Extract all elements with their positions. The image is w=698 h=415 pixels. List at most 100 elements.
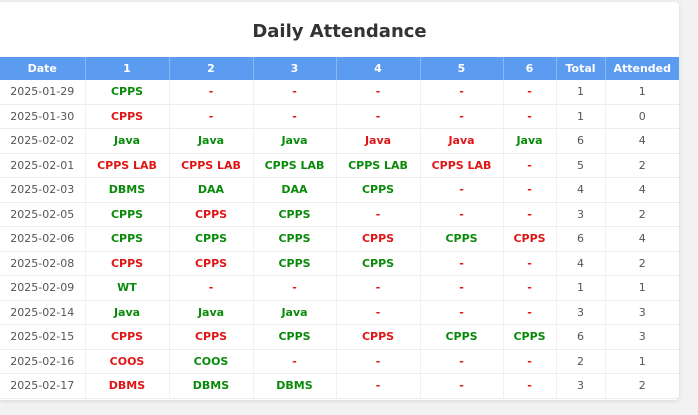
period-5-cell: - (420, 177, 504, 203)
period-5-cell: - (420, 104, 504, 129)
total-cell: 1 (556, 104, 606, 129)
total-cell: 3 (556, 373, 606, 399)
col-header-period-2: 2 (169, 57, 254, 80)
period-2-cell: CPPS (169, 324, 254, 350)
period-6-cell: - (503, 275, 557, 301)
period-1-cell: DBMS (85, 177, 170, 203)
total-cell: 4 (556, 177, 606, 203)
period-1-cell: CPPS (85, 80, 170, 105)
total-cell: 3 (556, 300, 606, 325)
attended-cell: 4 (605, 177, 679, 203)
table-header-row: Date 1 2 3 4 5 6 Total Attended (0, 57, 679, 80)
period-5-cell: - (420, 80, 504, 105)
table-row: 2025-01-29 CPPS - - - - -1 1 (0, 80, 679, 105)
date-cell: 2025-02-16 (0, 349, 86, 374)
period-6-cell: - (503, 202, 557, 227)
table-row: 2025-02-16 COOS COOS - - - -2 1 (0, 349, 679, 374)
period-6-cell: - (503, 300, 557, 325)
period-6-cell: - (503, 153, 557, 178)
period-1-cell: CPPS (85, 251, 170, 276)
period-3-cell: Java (253, 128, 337, 154)
date-cell: 2025-02-14 (0, 300, 86, 325)
period-3-cell: CPPS (253, 202, 337, 227)
attended-cell: 3 (605, 300, 679, 325)
period-2-cell: CPPS (169, 226, 254, 252)
date-cell: 2025-02-02 (0, 128, 86, 154)
period-2-cell: - (169, 104, 254, 129)
date-cell: 2025-02-09 (0, 275, 86, 301)
period-2-cell: COOS (169, 349, 254, 374)
total-cell: 6 (556, 226, 606, 252)
table-row: 2025-02-02 Java Java Java Java Java Java 6 4 (0, 128, 679, 154)
table-row: 2025-02-09 WT - - - - -1 1 (0, 275, 679, 301)
period-4-cell: - (336, 80, 421, 105)
period-6-cell: CPPS (503, 324, 557, 350)
col-header-period-6: 6 (503, 57, 557, 80)
table-row: 2025-02-01 CPPS LAB CPPS LAB CPPS LAB CPPS L… (0, 153, 679, 178)
total-cell: 1 (556, 275, 606, 301)
period-4-cell: Java (336, 128, 421, 154)
period-1-cell: COOS (85, 349, 170, 374)
attended-cell: 1 (605, 80, 679, 105)
date-cell: 2025-02-03 (0, 177, 86, 203)
period-1-cell: CPPS (85, 226, 170, 252)
col-header-attended: Attended (605, 57, 679, 80)
period-5-cell: Java (420, 128, 504, 154)
attended-cell: 1 (605, 275, 679, 301)
period-6-cell: - (503, 373, 557, 399)
date-cell: 2025-01-29 (0, 80, 86, 105)
period-2-cell: - (169, 275, 254, 301)
table-row: 2025-02-03 DBMS DAA DAA CPPS - -4 4 (0, 177, 679, 203)
col-header-period-5: 5 (420, 57, 504, 80)
period-5-cell: CPPS (420, 226, 504, 252)
period-4-cell: - (336, 300, 421, 325)
period-3-cell: - (253, 275, 337, 301)
period-1-cell: DBMS (85, 373, 170, 399)
period-2-cell: CPPS (169, 251, 254, 276)
col-header-date: Date (0, 57, 86, 80)
period-1-cell: Java (85, 300, 170, 325)
period-3-cell: - (253, 349, 337, 374)
table-row: 2025-01-30 CPPS - - - - -1 0 (0, 104, 679, 129)
period-1-cell: CPPS LAB (85, 153, 170, 178)
period-5-cell: - (420, 251, 504, 276)
period-2-cell: CPPS LAB (169, 153, 254, 178)
period-5-cell: - (420, 300, 504, 325)
period-4-cell: CPPS (336, 324, 421, 350)
total-cell: 2 (556, 349, 606, 374)
date-cell: 2025-02-05 (0, 202, 86, 227)
period-1-cell: CPPS (85, 324, 170, 350)
period-1-cell: CPPS (85, 202, 170, 227)
attended-cell: 2 (605, 373, 679, 399)
table-row: 2025-02-14 Java Java Java - - -3 3 (0, 300, 679, 325)
table-row: 2025-02-06 CPPS CPPS CPPS CPPS CPPS CPPS 6 4 (0, 226, 679, 252)
period-3-cell: CPPS LAB (253, 153, 337, 178)
period-5-cell: CPPS (420, 324, 504, 350)
period-5-cell: - (420, 373, 504, 399)
period-1-cell: WT (85, 275, 170, 301)
period-6-cell: - (503, 104, 557, 129)
period-6-cell: - (503, 349, 557, 374)
table-row: 2025-02-15 CPPS CPPS CPPS CPPS CPPS CPPS 6 3 (0, 324, 679, 350)
period-4-cell: - (336, 104, 421, 129)
period-5-cell: CPPS LAB (420, 153, 504, 178)
table-row: 2025-02-08 CPPS CPPS CPPS CPPS - -4 2 (0, 251, 679, 276)
total-cell: 4 (556, 251, 606, 276)
period-1-cell: Java (85, 128, 170, 154)
total-cell: 3 (556, 202, 606, 227)
period-2-cell: DAA (169, 177, 254, 203)
total-cell: 6 (556, 324, 606, 350)
attended-cell: 4 (605, 128, 679, 154)
col-header-period-4: 4 (336, 57, 421, 80)
attendance-card: Daily Attendance Date 1 2 3 4 5 6 Total (0, 2, 679, 400)
date-cell: 2025-02-08 (0, 251, 86, 276)
period-6-cell: - (503, 251, 557, 276)
period-2-cell: Java (169, 300, 254, 325)
period-4-cell: CPPS (336, 251, 421, 276)
period-5-cell: - (420, 202, 504, 227)
col-header-period-3: 3 (253, 57, 337, 80)
page-title: Daily Attendance (252, 21, 427, 42)
col-header-period-1: 1 (85, 57, 170, 80)
total-cell: 6 (556, 128, 606, 154)
date-cell: 2025-02-06 (0, 226, 86, 252)
